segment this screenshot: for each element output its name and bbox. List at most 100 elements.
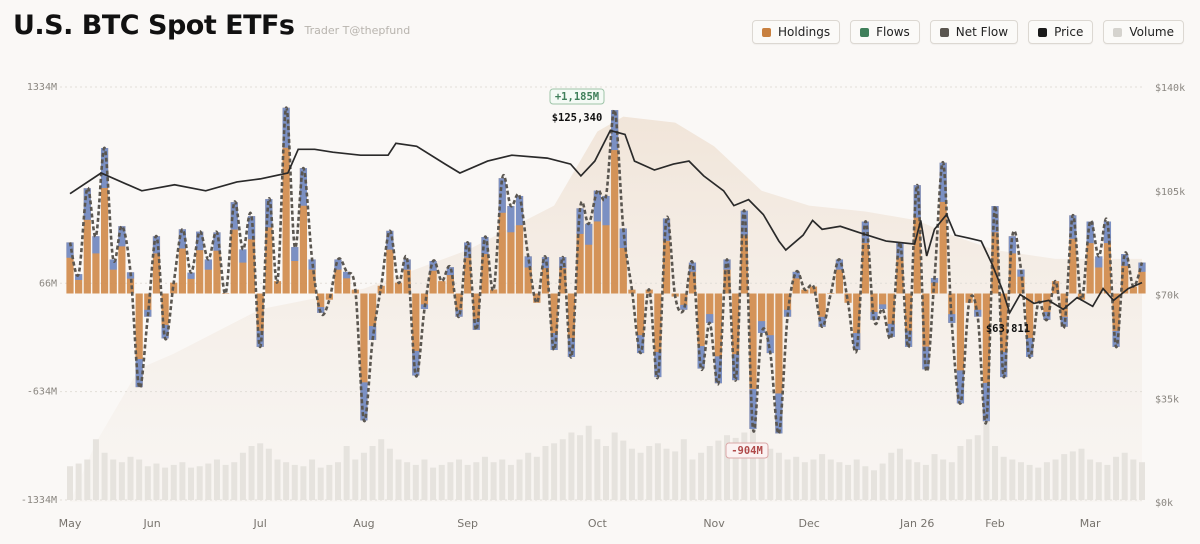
legend-toggle-price[interactable]: Price xyxy=(1028,20,1094,44)
net-flow-bar-cap xyxy=(178,229,186,249)
net-flow-bar-cap xyxy=(611,110,619,151)
net-flow-bar xyxy=(291,247,299,294)
volume-bar xyxy=(585,425,592,500)
legend-label: Net Flow xyxy=(955,25,1009,39)
volume-bar xyxy=(914,462,921,500)
page-header: U.S. BTC Spot ETFs Trader T@thepfund xyxy=(13,10,410,41)
net-flow-bar-cap xyxy=(567,337,576,357)
right-axis-tick: $140k xyxy=(1155,83,1185,94)
volume-bar xyxy=(412,464,419,500)
volume-bar xyxy=(879,463,886,500)
volume-bar xyxy=(1069,451,1076,500)
volume-bar xyxy=(871,470,877,500)
volume-bar xyxy=(793,456,800,500)
volume-bar xyxy=(1104,464,1111,500)
volume-bar xyxy=(101,452,108,500)
net-flow-bar-cap xyxy=(775,393,783,434)
volume-bar xyxy=(1035,467,1042,500)
net-flow-bar xyxy=(507,206,515,294)
volume-bar xyxy=(775,452,782,500)
volume-bar xyxy=(767,448,774,500)
net-flow-bar xyxy=(299,168,308,294)
net-flow-bar xyxy=(394,282,403,294)
net-flow-bar xyxy=(515,195,524,294)
right-axis-tick: $105k xyxy=(1155,187,1185,198)
volume-bar xyxy=(456,459,463,500)
net-flow-bar-cap xyxy=(239,249,247,263)
net-flow-bar xyxy=(100,147,109,294)
volume-bar xyxy=(136,459,143,500)
net-flow-bar-cap xyxy=(204,259,212,270)
net-flow-bar xyxy=(853,293,861,351)
net-flow-bar-cap xyxy=(299,168,308,206)
volume-bar xyxy=(525,452,532,500)
net-flow-bar xyxy=(758,293,766,333)
net-flow-bar-cap xyxy=(507,206,515,233)
volume-bar xyxy=(637,452,644,500)
legend-toggle-holdings[interactable]: Holdings xyxy=(752,20,841,44)
volume-bar xyxy=(1061,454,1068,500)
volume-bar xyxy=(905,459,912,500)
net-flow-bar-cap xyxy=(636,335,645,354)
volume-bar xyxy=(67,466,73,500)
volume-bar xyxy=(1078,448,1085,500)
volume-bar xyxy=(533,456,540,500)
net-flow-bar xyxy=(654,293,662,378)
net-flow-bar xyxy=(222,293,230,294)
net-flow-bar xyxy=(196,231,204,294)
net-flow-bar-cap xyxy=(758,321,766,333)
net-flow-bar xyxy=(204,259,212,294)
net-flow-bar xyxy=(533,293,541,303)
volume-bar xyxy=(110,459,117,500)
volume-bar xyxy=(706,446,713,500)
volume-bar xyxy=(715,440,722,500)
net-flow-bar-cap xyxy=(196,231,204,251)
author-credit: Trader T@thepfund xyxy=(304,24,411,37)
volume-bar xyxy=(724,435,731,500)
net-flow-bar-cap xyxy=(282,107,290,148)
net-flow-bar xyxy=(671,293,679,297)
net-flow-bar xyxy=(438,281,446,294)
volume-bar xyxy=(948,462,955,500)
volume-bar xyxy=(992,446,999,500)
net-flow-bar-cap xyxy=(265,199,273,228)
net-flow-bar xyxy=(887,293,895,337)
legend-toggle-net-flow[interactable]: Net Flow xyxy=(929,20,1019,44)
net-flow-bar xyxy=(1112,293,1120,347)
net-flow-bar xyxy=(135,293,143,388)
volume-swatch-icon xyxy=(1113,27,1123,37)
min-flow-label: -904M xyxy=(731,445,763,457)
net-flow-bar-cap xyxy=(403,259,411,270)
net-flow-bar xyxy=(109,259,117,294)
volume-bar xyxy=(75,463,82,500)
net-flow-bar-cap xyxy=(792,271,800,279)
net-flow-bar-cap xyxy=(706,314,714,323)
net-flow-bar xyxy=(619,228,627,294)
net-flow-bar xyxy=(1026,293,1034,357)
net-flow-bar-cap xyxy=(1138,262,1146,272)
legend-toggle-flows[interactable]: Flows xyxy=(850,20,920,44)
volume-bar xyxy=(300,466,307,500)
net-flow-bar-cap xyxy=(939,162,947,202)
net-flow-bar-cap xyxy=(714,356,722,384)
volume-bar xyxy=(84,459,91,500)
volume-bar xyxy=(118,462,125,500)
volume-bar xyxy=(317,467,324,500)
net-flow-bar xyxy=(904,293,913,347)
volume-bar xyxy=(749,425,756,500)
net-flow-bar xyxy=(377,285,385,294)
net-flow-bar-cap xyxy=(464,242,472,258)
net-flow-bar xyxy=(446,267,454,294)
net-flow-bar-cap xyxy=(66,242,74,258)
net-flow-bar-cap xyxy=(429,260,437,271)
volume-bar xyxy=(239,452,246,500)
net-flow-bar xyxy=(498,178,506,294)
x-axis-tick: Aug xyxy=(353,517,374,530)
net-flow-bar xyxy=(662,218,671,294)
net-flow-bar xyxy=(948,293,956,323)
net-flow-bar xyxy=(1060,293,1068,327)
volume-bar xyxy=(862,466,869,500)
x-axis-tick: Jul xyxy=(253,517,267,530)
legend-toggle-volume[interactable]: Volume xyxy=(1103,20,1184,44)
net-flow-bar xyxy=(1086,221,1094,294)
